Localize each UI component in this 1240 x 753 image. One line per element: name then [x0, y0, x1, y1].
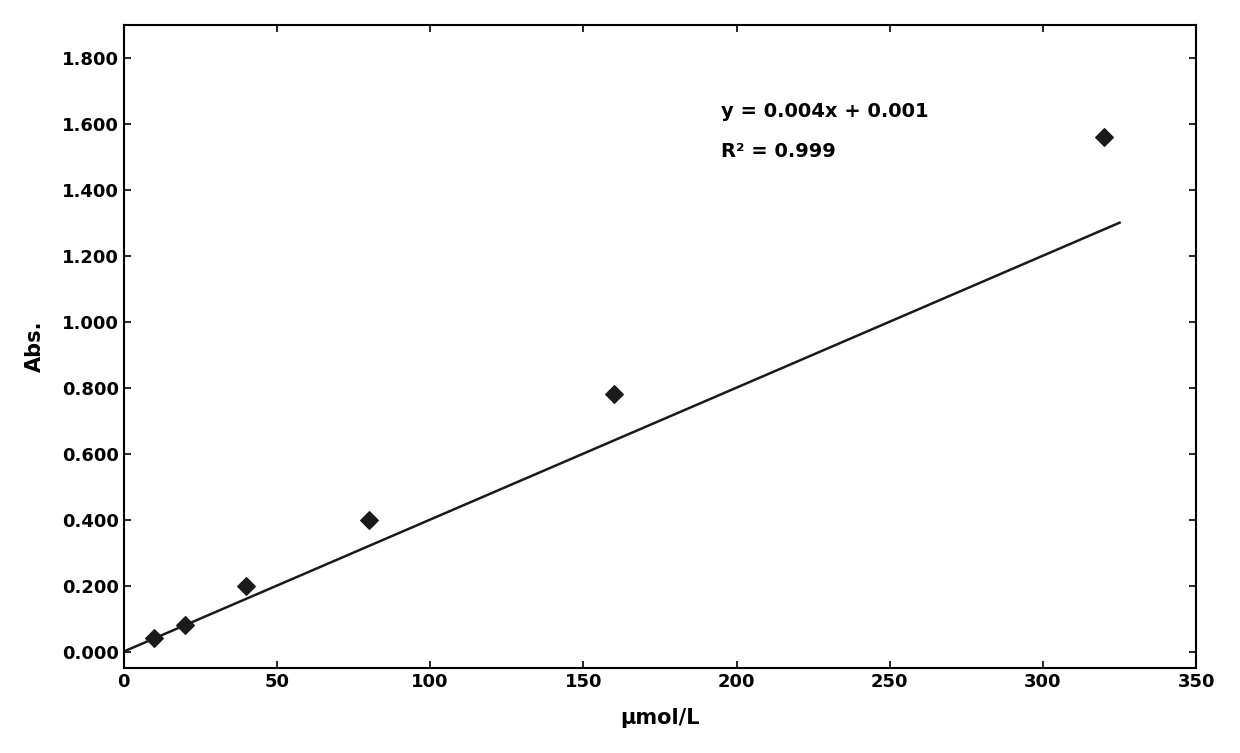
- Point: [236, 580, 255, 592]
- Point: [144, 633, 164, 645]
- Text: y = 0.004x + 0.001: y = 0.004x + 0.001: [722, 102, 929, 121]
- Point: [175, 619, 195, 631]
- X-axis label: μmol/L: μmol/L: [620, 708, 699, 728]
- Text: R² = 0.999: R² = 0.999: [722, 142, 836, 161]
- Y-axis label: Abs.: Abs.: [25, 321, 45, 373]
- Point: [1095, 131, 1115, 143]
- Point: [358, 514, 378, 526]
- Point: [604, 389, 624, 401]
